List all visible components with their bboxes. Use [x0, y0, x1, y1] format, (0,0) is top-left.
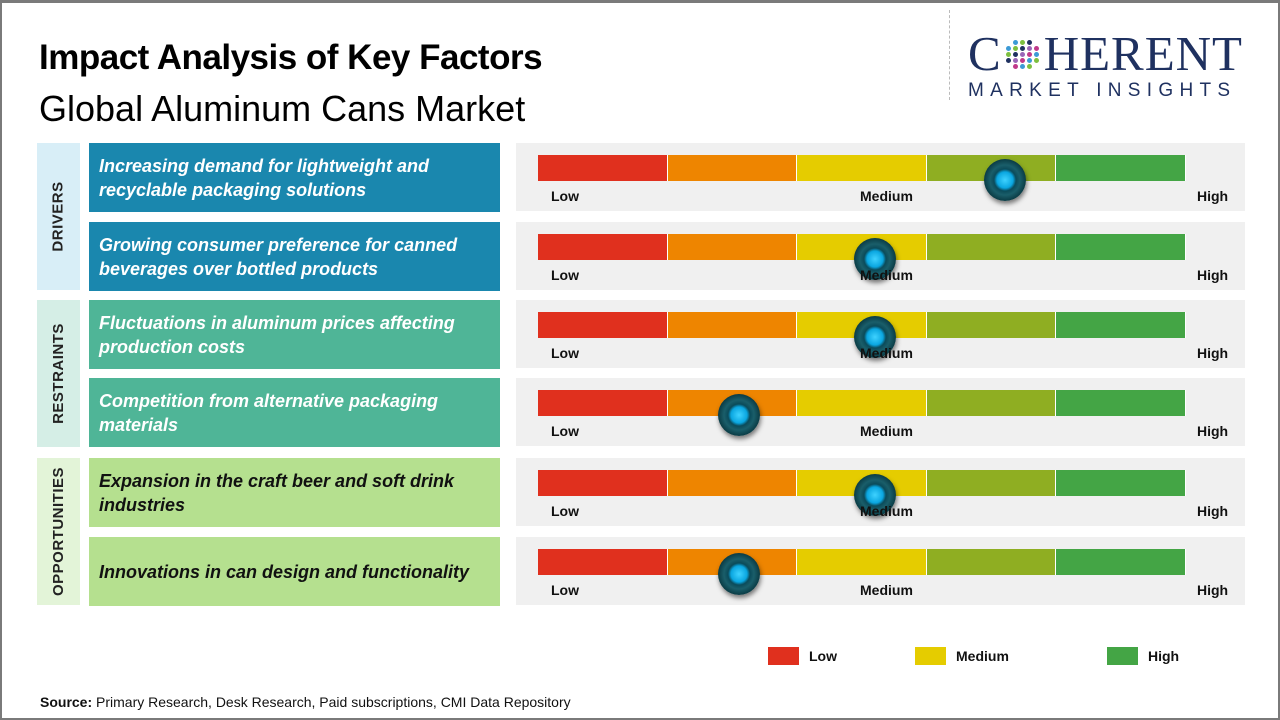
- category-opportunities: OPPORTUNITIES: [37, 458, 80, 605]
- legend-label: Low: [809, 648, 837, 664]
- scale-segment: [926, 470, 1057, 496]
- impact-scale: Low Medium High: [516, 537, 1245, 605]
- category-label: RESTRAINTS: [50, 323, 67, 424]
- scale-low-label: Low: [551, 423, 579, 439]
- factor-label: Competition from alternative packaging m…: [89, 378, 500, 447]
- logo-letter: C: [968, 26, 1002, 81]
- scale-track: [538, 470, 1186, 516]
- scale-segment: [1056, 312, 1186, 338]
- scale-high-label: High: [1197, 188, 1229, 204]
- legend-medium: Medium: [915, 647, 1009, 665]
- factor-label: Increasing demand for lightweight and re…: [89, 143, 500, 212]
- scale-medium-label: Medium: [860, 503, 913, 519]
- category-restraints: RESTRAINTS: [37, 300, 80, 447]
- legend-high: High: [1107, 647, 1179, 665]
- scale-segment: [926, 549, 1057, 575]
- legend-swatch: [1107, 647, 1138, 665]
- legend-swatch: [768, 647, 799, 665]
- scale-segment: [538, 234, 668, 260]
- scale-segment: [1056, 155, 1186, 181]
- scale-segment: [1056, 549, 1186, 575]
- scale-high-label: High: [1197, 423, 1229, 439]
- scale-segment: [667, 234, 798, 260]
- scale-segment: [667, 312, 798, 338]
- scale-segment: [797, 549, 927, 575]
- scale-high-label: High: [1197, 503, 1229, 519]
- impact-marker-knob: [853, 316, 896, 358]
- impact-scale: Low Medium High: [516, 378, 1245, 446]
- scale-low-label: Low: [551, 345, 579, 361]
- scale-segment: [538, 312, 668, 338]
- legend-label: Medium: [956, 648, 1009, 664]
- impact-marker-knob: [983, 159, 1026, 201]
- impact-marker-knob: [853, 474, 896, 516]
- impact-scale: Low Medium High: [516, 300, 1245, 368]
- factor-label: Growing consumer preference for canned b…: [89, 222, 500, 291]
- scale-segment: [667, 155, 798, 181]
- scale-segment: [797, 390, 927, 416]
- scale-segment: [538, 470, 668, 496]
- scale-segment: [1056, 470, 1186, 496]
- scale-segment: [1056, 390, 1186, 416]
- scale-medium-label: Medium: [860, 188, 913, 204]
- impact-scale: Low Medium High: [516, 143, 1245, 211]
- globe-dots-icon: [1004, 35, 1042, 73]
- scale-low-label: Low: [551, 188, 579, 204]
- scale-track: [538, 312, 1186, 358]
- legend-swatch: [915, 647, 946, 665]
- coherent-logo: C HERENT MARKET INSIGHTS: [968, 26, 1263, 102]
- source-note: Source: Primary Research, Desk Research,…: [40, 694, 571, 710]
- scale-high-label: High: [1197, 267, 1229, 283]
- scale-segment: [538, 155, 668, 181]
- scale-segment: [797, 155, 927, 181]
- scale-segment: [926, 234, 1057, 260]
- category-drivers: DRIVERS: [37, 143, 80, 290]
- scale-low-label: Low: [551, 267, 579, 283]
- scale-track: [538, 155, 1186, 201]
- factor-label: Expansion in the craft beer and soft dri…: [89, 458, 500, 527]
- legend-low: Low: [768, 647, 837, 665]
- page-title: Impact Analysis of Key Factors: [39, 38, 543, 77]
- scale-segment: [926, 390, 1057, 416]
- scale-low-label: Low: [551, 582, 579, 598]
- scale-segment: [667, 470, 798, 496]
- impact-marker-knob: [717, 394, 760, 436]
- category-label: OPPORTUNITIES: [50, 466, 68, 597]
- scale-medium-label: Medium: [860, 267, 913, 283]
- category-label: DRIVERS: [50, 181, 67, 252]
- impact-scale: Low Medium High: [516, 458, 1245, 526]
- divider: [949, 10, 950, 100]
- source-label: Source:: [40, 694, 93, 710]
- logo-tagline: MARKET INSIGHTS: [968, 80, 1237, 101]
- scale-segment: [538, 390, 668, 416]
- impact-marker-knob: [717, 553, 760, 595]
- impact-scale: Low Medium High: [516, 222, 1245, 290]
- factor-label: Fluctuations in aluminum prices affectin…: [89, 300, 500, 369]
- impact-marker-knob: [853, 238, 896, 280]
- scale-medium-label: Medium: [860, 582, 913, 598]
- scale-segment: [538, 549, 668, 575]
- scale-track: [538, 549, 1186, 595]
- factor-label: Innovations in can design and functional…: [89, 537, 500, 606]
- scale-low-label: Low: [551, 503, 579, 519]
- scale-medium-label: Medium: [860, 345, 913, 361]
- page-subtitle: Global Aluminum Cans Market: [39, 88, 526, 129]
- scale-high-label: High: [1197, 582, 1229, 598]
- scale-segment: [926, 312, 1057, 338]
- scale-segment: [1056, 234, 1186, 260]
- scale-medium-label: Medium: [860, 423, 913, 439]
- scale-track: [538, 234, 1186, 280]
- scale-high-label: High: [1197, 345, 1229, 361]
- logo-text: HERENT: [1043, 26, 1243, 81]
- scale-track: [538, 390, 1186, 436]
- source-text: Primary Research, Desk Research, Paid su…: [92, 694, 571, 710]
- legend-label: High: [1148, 648, 1180, 664]
